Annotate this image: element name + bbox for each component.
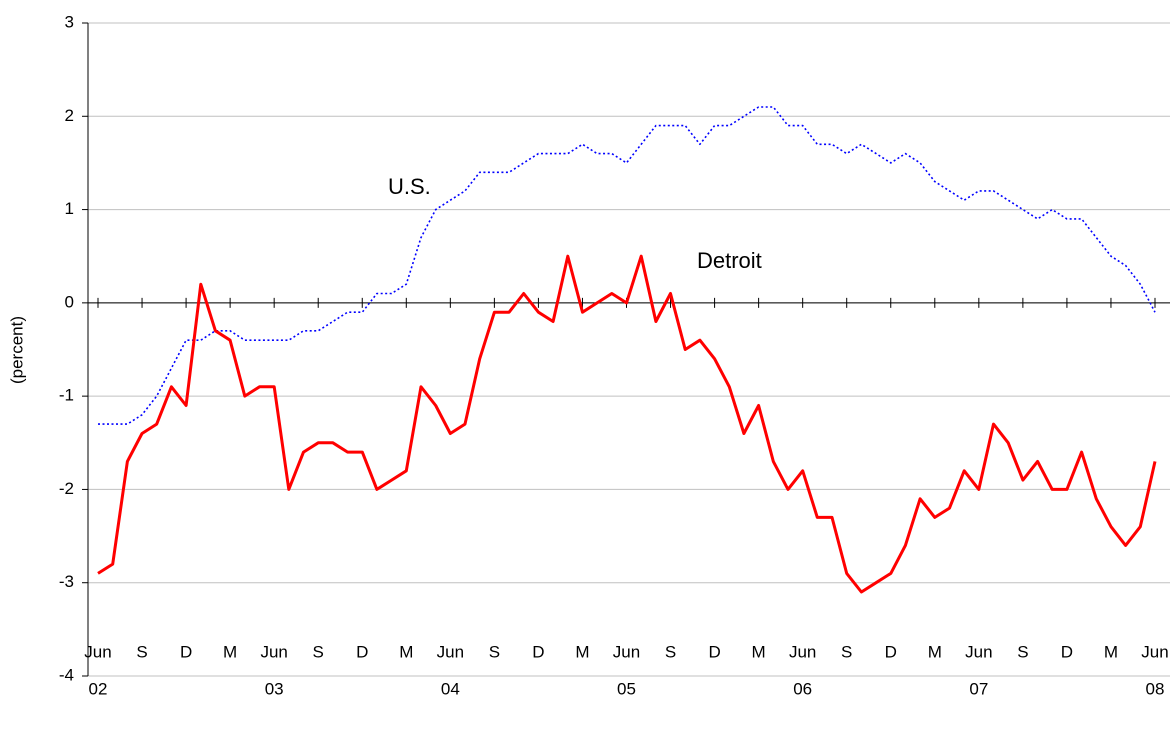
- y-axis-label: (percent): [7, 316, 26, 384]
- x-tick-label: M: [752, 642, 766, 661]
- y-tick-label: 2: [65, 106, 74, 125]
- x-tick-label: M: [399, 642, 413, 661]
- x-group-label: 07: [969, 679, 988, 698]
- x-tick-label: M: [928, 642, 942, 661]
- x-tick-label: D: [180, 642, 192, 661]
- x-group-label: 08: [1146, 679, 1165, 698]
- x-group-label: 04: [441, 679, 460, 698]
- x-tick-label: D: [885, 642, 897, 661]
- series-line: [98, 106, 1156, 425]
- y-tick-label: -4: [59, 665, 74, 684]
- y-tick-label: -3: [59, 572, 74, 591]
- x-tick-label: D: [708, 642, 720, 661]
- x-tick-label: M: [1104, 642, 1118, 661]
- x-group-label: 05: [617, 679, 636, 698]
- x-tick-label: S: [489, 642, 500, 661]
- series-line: [97, 254, 1157, 594]
- x-tick-label: Jun: [84, 642, 111, 661]
- y-tick-label: -2: [59, 479, 74, 498]
- x-tick-label: Jun: [613, 642, 640, 661]
- y-tick-label: 1: [65, 199, 74, 218]
- x-tick-label: S: [841, 642, 852, 661]
- x-tick-label: Jun: [260, 642, 287, 661]
- x-tick-label: D: [356, 642, 368, 661]
- x-tick-label: D: [1061, 642, 1073, 661]
- x-group-label: 06: [793, 679, 812, 698]
- series-label: U.S.: [388, 174, 431, 199]
- x-tick-label: M: [223, 642, 237, 661]
- x-tick-label: Jun: [789, 642, 816, 661]
- x-tick-label: S: [1017, 642, 1028, 661]
- x-tick-label: D: [532, 642, 544, 661]
- x-tick-label: S: [313, 642, 324, 661]
- x-tick-label: S: [136, 642, 147, 661]
- y-tick-label: 3: [65, 12, 74, 31]
- x-tick-label: Jun: [965, 642, 992, 661]
- x-group-label: 02: [89, 679, 108, 698]
- series-label: Detroit: [697, 248, 762, 273]
- x-tick-label: M: [575, 642, 589, 661]
- x-tick-label: S: [665, 642, 676, 661]
- x-tick-label: Jun: [1141, 642, 1168, 661]
- y-tick-label: 0: [65, 292, 74, 311]
- x-group-label: 03: [265, 679, 284, 698]
- y-tick-label: -1: [59, 386, 74, 405]
- x-tick-label: Jun: [437, 642, 464, 661]
